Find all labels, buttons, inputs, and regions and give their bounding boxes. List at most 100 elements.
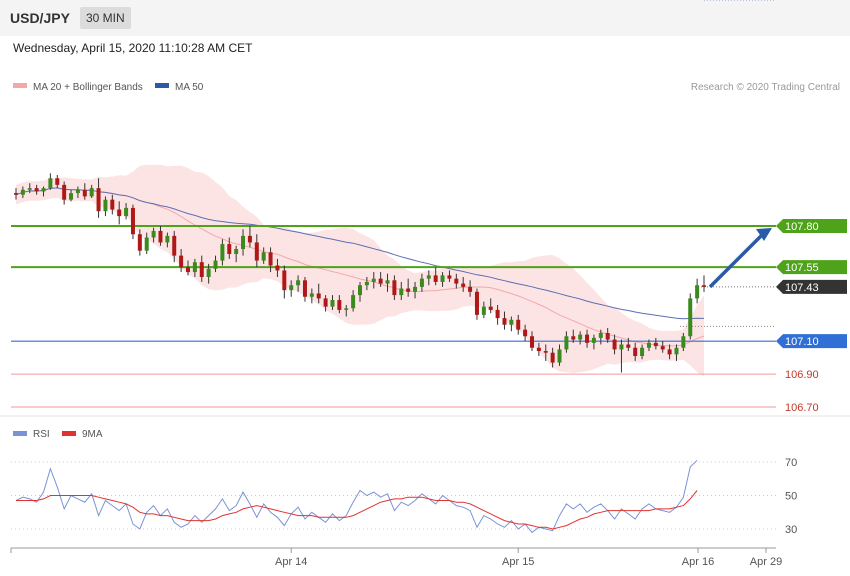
timeframe-button[interactable]: 30 MIN	[80, 7, 131, 29]
resistance-label: 107.80	[785, 221, 819, 233]
candle-body	[199, 262, 204, 278]
candle-body	[626, 344, 631, 348]
candle-body	[268, 252, 273, 266]
candle-body	[96, 188, 101, 212]
candle-body	[227, 244, 232, 254]
current-price-label: 107.43	[785, 282, 819, 294]
candle-body	[344, 308, 349, 310]
candle-body	[179, 255, 184, 268]
candle-body	[488, 306, 493, 310]
pivot-tag	[776, 334, 847, 349]
candle-body	[406, 288, 411, 292]
candle-body	[254, 242, 259, 261]
candle-body	[550, 352, 555, 363]
candle-body	[619, 344, 624, 350]
candle-body	[653, 342, 658, 347]
resistance-tag	[776, 260, 847, 275]
candle-body	[220, 244, 225, 261]
candle-body	[27, 188, 32, 190]
candle-body	[241, 235, 246, 250]
candle-body	[261, 252, 266, 261]
candle-body	[158, 230, 163, 243]
candle-body	[536, 347, 541, 352]
candle-body	[399, 288, 404, 296]
candle-body	[585, 334, 590, 343]
resistance-label: 107.55	[785, 262, 819, 274]
rsi-legend-label: RSI	[33, 429, 50, 440]
ma50-legend-label: MA 50	[175, 82, 204, 93]
candle-body	[385, 280, 390, 284]
rsi-tick-label: 70	[785, 457, 797, 469]
candle-body	[302, 280, 307, 297]
candle-body	[426, 275, 431, 279]
x-axis: Apr 14 Apr 15 Apr 16 Apr 29	[10, 547, 782, 568]
resistance-tag	[776, 219, 847, 233]
forecast-arrow-shaft	[708, 231, 766, 289]
rsi-legend-swatch	[13, 431, 27, 436]
pivot-label: 107.10	[785, 336, 819, 348]
symbol-title: USD/JPY	[10, 10, 70, 26]
candle-body	[34, 188, 39, 192]
candle-body	[461, 283, 466, 287]
rsi-line	[15, 459, 698, 534]
candle-body	[206, 268, 211, 278]
candle-body	[144, 237, 149, 251]
x-tick-label: Apr 15	[502, 556, 534, 568]
research-credit: Research © 2020 Trading Central	[691, 82, 840, 93]
candle-body	[247, 235, 252, 243]
candles	[14, 173, 706, 373]
candle-body	[337, 300, 342, 310]
forecast-arrow	[708, 228, 772, 289]
candle-body	[186, 267, 190, 273]
candle-body	[89, 188, 94, 197]
candle-body	[234, 249, 239, 254]
candle-body	[674, 347, 679, 355]
candle-body	[82, 189, 87, 197]
candle-body	[392, 280, 397, 296]
candle-body	[605, 332, 610, 340]
rsi-ma-legend-swatch	[62, 431, 76, 436]
candle-body	[75, 189, 80, 194]
ma50-legend-swatch	[155, 83, 169, 88]
candle-body	[509, 319, 514, 325]
candle-body	[358, 285, 362, 296]
candle-body	[351, 295, 356, 309]
candle-body	[371, 278, 376, 282]
candle-body	[282, 270, 287, 291]
candle-body	[151, 230, 156, 238]
x-tick-label: Apr 14	[275, 556, 307, 568]
rsi-tick-label: 50	[785, 491, 797, 503]
candle-body	[323, 298, 328, 307]
candle-body	[502, 318, 507, 325]
candle-body	[364, 281, 369, 286]
candle-body	[309, 293, 314, 297]
candle-body	[110, 199, 115, 210]
candle-body	[117, 209, 122, 217]
candle-body	[413, 286, 418, 292]
candle-body	[667, 349, 672, 355]
candle-body	[69, 193, 74, 200]
price-panel: 107.80 107.55 107.43 107.10 106.90 106.70	[11, 164, 847, 414]
candle-body	[440, 275, 445, 282]
candle-body	[55, 178, 60, 185]
candle-body	[564, 336, 569, 350]
candle-body	[330, 300, 335, 307]
candle-body	[468, 286, 473, 292]
candle-body	[516, 319, 521, 330]
candle-body	[419, 278, 424, 287]
rsi-ma-line	[16, 490, 698, 530]
candle-body	[275, 265, 280, 271]
candle-body	[48, 178, 53, 189]
candle-body	[571, 336, 576, 340]
candle-body	[688, 298, 693, 337]
price-levels: 107.80 107.55 107.43 107.10 106.90 106.70	[11, 219, 847, 414]
ma50-line	[15, 187, 705, 320]
candle-body	[530, 336, 534, 348]
candle-body	[543, 351, 548, 353]
candle-body	[172, 235, 177, 256]
candle-body	[695, 285, 700, 299]
chart-header-bar	[0, 0, 850, 36]
candle-body	[474, 291, 479, 315]
candle-body	[454, 278, 459, 284]
